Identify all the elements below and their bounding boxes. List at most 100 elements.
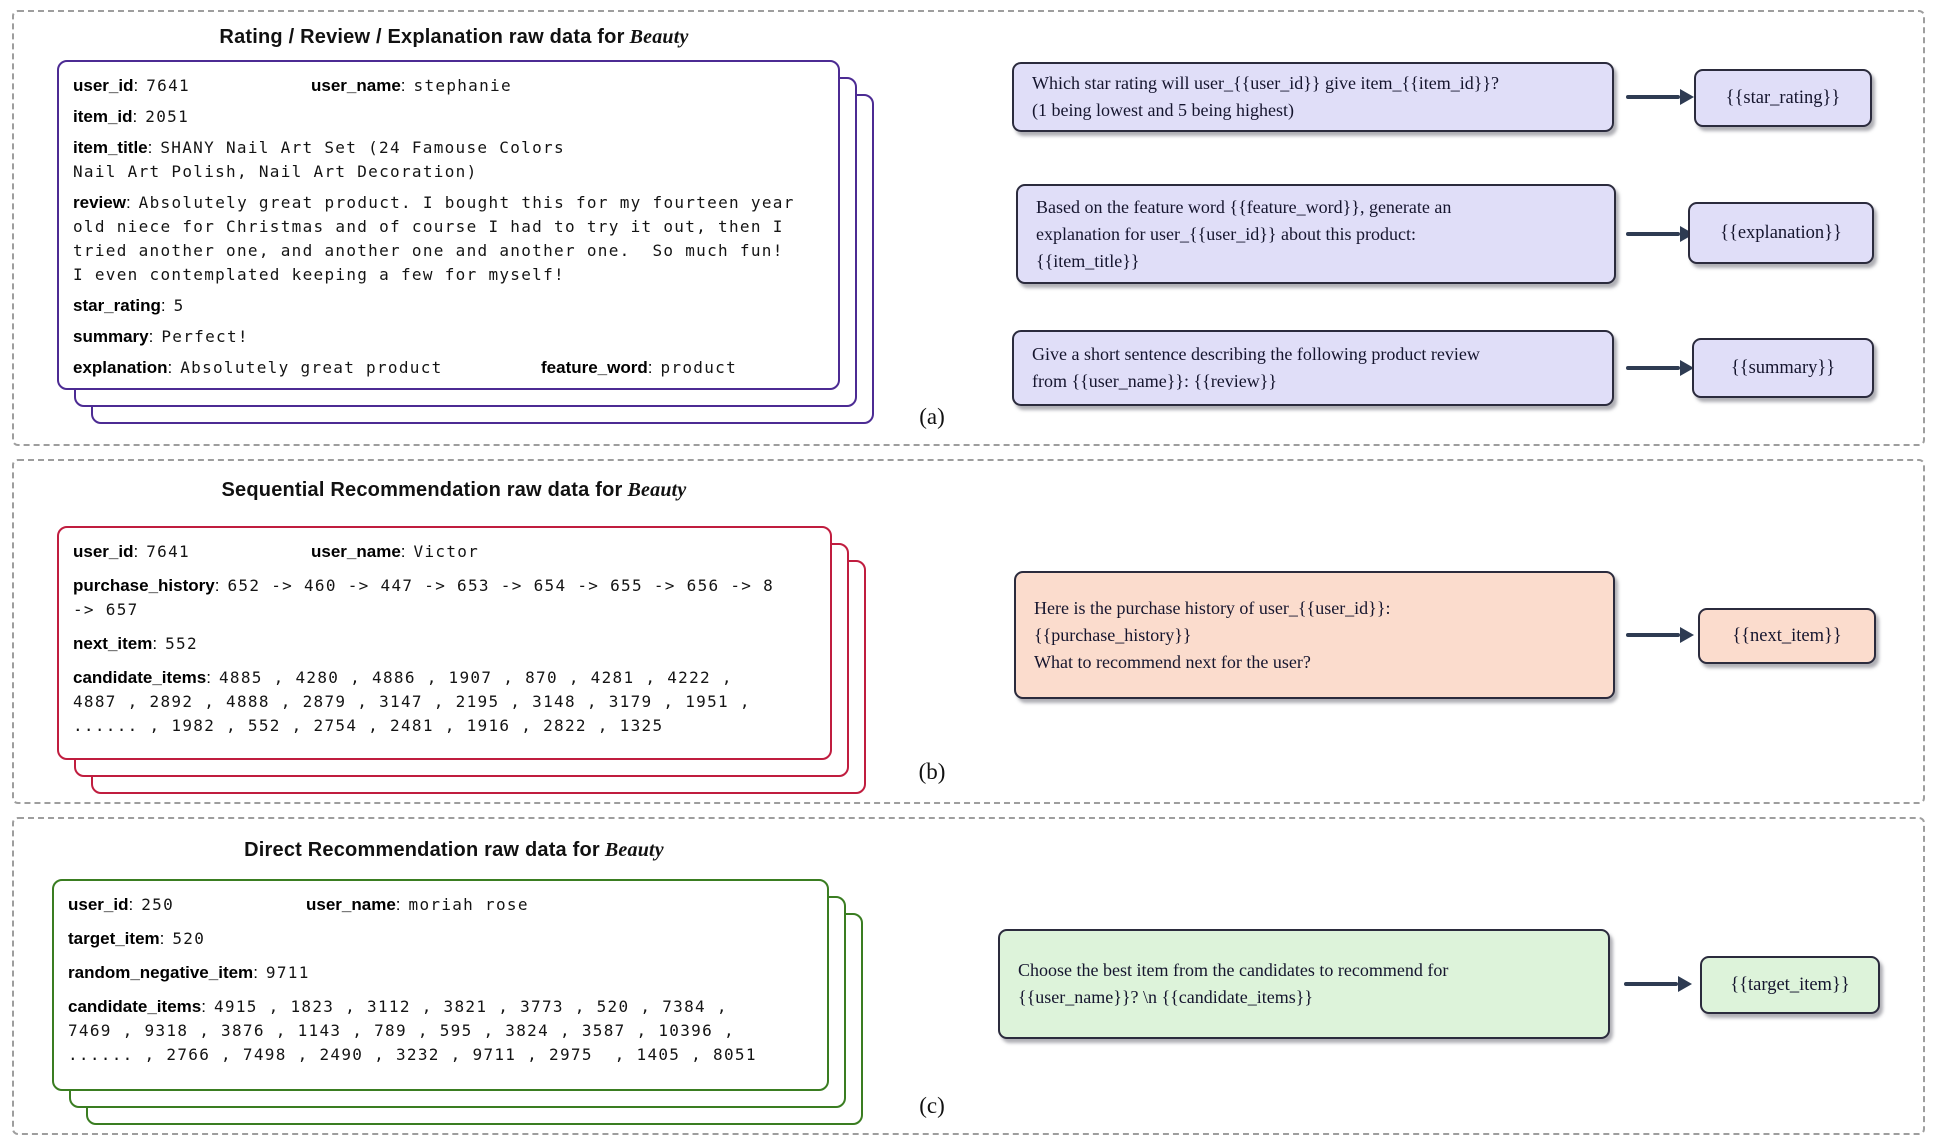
field-row-user: user_id 7641 user_name Victor: [73, 540, 816, 564]
field-value: 9711: [265, 963, 310, 982]
field-pair-user-name: user_name stephanie: [311, 74, 512, 98]
arrow-right-icon: [1624, 976, 1692, 992]
output-text: {{explanation}}: [1720, 222, 1842, 243]
field-row-next-item: next_item 552: [73, 632, 816, 656]
field-value: 250: [141, 895, 175, 914]
field-value: 4885 , 4280 , 4886 , 1907 , 870 , 4281 ,…: [73, 668, 751, 735]
raw-data-card: user_id 250 user_name moriah rose target_i…: [52, 879, 829, 1091]
subfigure-label-c: (c): [919, 1093, 945, 1118]
prompt-box-target-item: Choose the best item from the candidates…: [998, 929, 1610, 1039]
field-value: Victor: [413, 542, 480, 561]
field-label: target_item: [68, 929, 164, 948]
field-value: 520: [172, 929, 206, 948]
field-value: Perfect!: [161, 327, 249, 346]
field-value: product: [660, 358, 738, 377]
field-label: item_id: [73, 107, 137, 126]
field-row-item-title: item_titleSHANY Nail Art Set (24 Famouse…: [73, 136, 824, 184]
output-text: {{star_rating}}: [1725, 87, 1841, 108]
panel-rating-review-explanation: Rating / Review / Explanation raw data f…: [12, 10, 1925, 446]
output-box-next-item: {{next_item}}: [1698, 608, 1876, 664]
arrow-right-icon: [1626, 89, 1694, 105]
panel-title: Rating / Review / Explanation raw data f…: [14, 26, 894, 49]
arrow-right-icon: [1626, 627, 1694, 643]
field-label: user_name: [306, 895, 401, 914]
field-row-star-rating: star_rating 5: [73, 294, 824, 318]
dataset-name: Beauty: [604, 839, 664, 861]
output-box-star-rating: {{star_rating}}: [1694, 69, 1872, 127]
field-value: 5: [173, 296, 185, 315]
field-label: user_id: [73, 76, 138, 95]
dataset-name: Beauty: [627, 479, 687, 501]
field-value: stephanie: [413, 76, 512, 95]
field-label: summary: [73, 327, 153, 346]
prompt-box-summary: Give a short sentence describing the fol…: [1012, 330, 1614, 406]
output-box-summary: {{summary}}: [1692, 338, 1874, 398]
prompt-text: Choose the best item from the candidates…: [1018, 960, 1449, 1007]
field-value: 4915 , 1823 , 3112 , 3821 , 3773 , 520 ,…: [68, 997, 757, 1064]
subfigure-label-b: (b): [918, 759, 946, 784]
field-pair-user-name: user_name Victor: [311, 540, 479, 564]
field-pair-user-name: user_name moriah rose: [306, 893, 529, 917]
raw-data-card: user_id 7641 user_name Victor purchase_his…: [57, 526, 832, 760]
field-label: user_id: [68, 895, 133, 914]
field-label: candidate_items: [73, 668, 211, 687]
panel-direct-recommendation: Direct Recommendation raw data for Beauty…: [12, 817, 1925, 1135]
panel-title-text: Direct Recommendation raw data for: [244, 839, 600, 861]
field-value: SHANY Nail Art Set (24 Famouse Colors Na…: [73, 138, 565, 181]
field-row-candidate-items: candidate_items4885 , 4280 , 4886 , 1907…: [73, 666, 816, 738]
panel-title: Sequential Recommendation raw data for Be…: [14, 479, 894, 502]
panel-title-text: Sequential Recommendation raw data for: [221, 479, 623, 501]
field-row-target-item: target_item 520: [68, 927, 813, 951]
dataset-name: Beauty: [629, 26, 689, 48]
field-value: 7641: [146, 76, 190, 95]
field-label: user_name: [311, 542, 406, 561]
prompt-box-next-item: Here is the purchase history of user_{{u…: [1014, 571, 1615, 699]
prompt-text: Based on the feature word {{feature_word…: [1036, 196, 1452, 271]
field-label: review: [73, 193, 131, 212]
panel-title: Direct Recommendation raw data for Beauty: [14, 839, 894, 862]
field-row-purchase-history: purchase_history652 -> 460 -> 447 -> 653…: [73, 574, 816, 622]
field-value: Absolutely great product. I bought this …: [73, 193, 795, 284]
field-label: feature_word: [541, 358, 652, 377]
prompt-text: Which star rating will user_{{user_id}} …: [1032, 73, 1500, 120]
field-row-review: reviewAbsolutely great product. I bought…: [73, 191, 824, 287]
field-row-item-id: item_id 2051: [73, 105, 824, 129]
raw-data-card: user_id 7641 user_name stephanie item_id 20…: [57, 60, 840, 390]
field-row-random-negative-item: random_negative_item 9711: [68, 961, 813, 985]
panel-title-text: Rating / Review / Explanation raw data f…: [219, 26, 625, 48]
field-label: next_item: [73, 634, 157, 653]
subfigure-label-a: (a): [919, 404, 945, 429]
field-label: star_rating: [73, 296, 166, 315]
field-row-summary: summary Perfect!: [73, 325, 824, 349]
field-value: 2051: [145, 107, 189, 126]
field-value: moriah rose: [408, 895, 529, 914]
output-text: {{summary}}: [1730, 357, 1836, 378]
field-label: user_id: [73, 542, 138, 561]
field-label: candidate_items: [68, 997, 206, 1016]
arrow-right-icon: [1626, 360, 1694, 376]
prompt-box-explanation: Based on the feature word {{feature_word…: [1016, 184, 1616, 284]
output-text: {{next_item}}: [1732, 625, 1842, 646]
prompt-box-star-rating: Which star rating will user_{{user_id}} …: [1012, 62, 1614, 132]
panel-sequential-recommendation: Sequential Recommendation raw data for Be…: [12, 459, 1925, 804]
field-label: random_negative_item: [68, 963, 258, 982]
output-box-target-item: {{target_item}}: [1700, 956, 1880, 1014]
field-row-user: user_id 7641 user_name stephanie: [73, 74, 824, 98]
field-value: 652 -> 460 -> 447 -> 653 -> 654 -> 655 -…: [73, 576, 775, 619]
output-box-explanation: {{explanation}}: [1688, 202, 1874, 264]
prompt-text: Give a short sentence describing the fol…: [1032, 344, 1480, 391]
field-value: Absolutely great product: [180, 358, 443, 377]
field-pair-feature-word: feature_word product: [541, 356, 737, 380]
field-value: 7641: [146, 542, 190, 561]
output-text: {{target_item}}: [1730, 974, 1850, 995]
field-label: explanation: [73, 358, 172, 377]
field-label: item_title: [73, 138, 152, 157]
arrow-right-icon: [1626, 226, 1694, 242]
field-row-user: user_id 250 user_name moriah rose: [68, 893, 813, 917]
field-row-explanation: explanation Absolutely great product feat…: [73, 356, 824, 380]
field-label: user_name: [311, 76, 406, 95]
prompt-text: Here is the purchase history of user_{{u…: [1034, 597, 1391, 672]
field-value: 552: [165, 634, 198, 653]
field-label: purchase_history: [73, 576, 219, 595]
